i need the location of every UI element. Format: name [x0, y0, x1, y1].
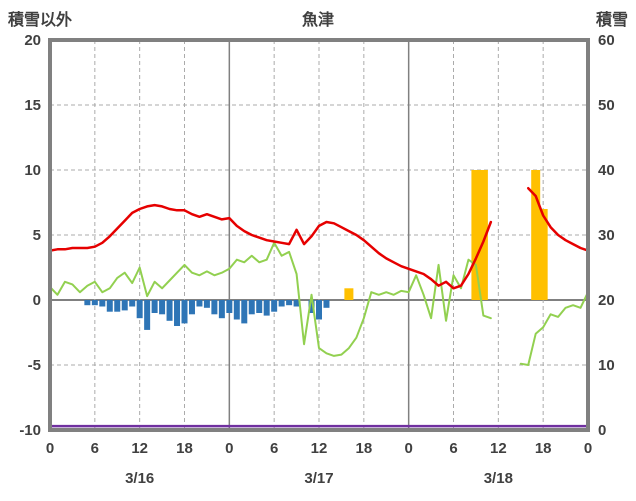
- orange-bars: [478, 170, 488, 300]
- green-line: [519, 291, 589, 366]
- right-tick-label: 50: [598, 97, 615, 114]
- orange-bars: [471, 170, 481, 300]
- blue-bars: [323, 300, 330, 308]
- left-tick-label: 5: [33, 227, 41, 244]
- blue-bars: [308, 300, 315, 313]
- blue-bars: [233, 300, 240, 320]
- right-tick-label: 0: [598, 422, 606, 439]
- blue-bars: [159, 300, 166, 315]
- right-tick-label: 30: [598, 227, 615, 244]
- blue-bars: [84, 300, 91, 306]
- blue-bars: [263, 300, 270, 316]
- red-line: [526, 186, 590, 252]
- x-tick-label: 18: [355, 440, 372, 457]
- x-tick-label: 0: [46, 440, 54, 457]
- blue-bars: [166, 300, 173, 321]
- left-tick-label: 0: [33, 292, 41, 309]
- blue-bars: [278, 300, 285, 307]
- blue-bars: [188, 300, 195, 315]
- plot-frame: [48, 38, 590, 432]
- blue-bars: [129, 300, 136, 307]
- x-tick-label: 0: [225, 440, 233, 457]
- blue-bars: [106, 300, 113, 312]
- blue-bars: [151, 300, 158, 313]
- x-tick-label: 0: [584, 440, 592, 457]
- blue-bars: [99, 300, 106, 307]
- orange-bars: [531, 170, 541, 300]
- x-tick-label: 12: [131, 440, 148, 457]
- right-tick-label: 10: [598, 357, 615, 374]
- blue-bars: [316, 300, 322, 320]
- blue-bars: [211, 300, 218, 315]
- left-tick-label: 15: [24, 97, 41, 114]
- blue-bars: [293, 300, 300, 307]
- blue-bars: [286, 300, 293, 306]
- orange-bars: [344, 288, 354, 300]
- date-label: 3/18: [484, 470, 513, 487]
- chart-title: 魚津: [301, 12, 335, 29]
- blue-bars: [248, 300, 255, 315]
- x-tick-label: 12: [311, 440, 328, 457]
- blue-bars: [196, 300, 203, 307]
- blue-bars: [114, 300, 121, 312]
- x-tick-label: 6: [449, 440, 457, 457]
- blue-bars: [203, 300, 210, 308]
- date-label: 3/16: [125, 470, 154, 487]
- blue-bars: [226, 300, 233, 313]
- x-tick-label: 6: [91, 440, 99, 457]
- x-tick-label: 18: [535, 440, 552, 457]
- right-tick-label: 60: [598, 32, 615, 49]
- x-tick-label: 0: [404, 440, 412, 457]
- right-axis-title: 積雪: [595, 12, 628, 29]
- green-line: [49, 241, 492, 357]
- blue-bars: [136, 300, 143, 319]
- blue-bars: [218, 300, 225, 319]
- blue-bars: [174, 300, 181, 326]
- x-tick-label: 6: [270, 440, 278, 457]
- blue-bars: [121, 300, 128, 311]
- red-line: [48, 203, 493, 290]
- date-label: 3/17: [304, 470, 333, 487]
- x-tick-label: 12: [490, 440, 507, 457]
- left-axis-title: 積雪以外: [8, 12, 73, 29]
- blue-bars: [144, 300, 151, 330]
- blue-bars: [271, 300, 278, 312]
- left-tick-label: 10: [24, 162, 41, 179]
- blue-bars: [181, 300, 188, 324]
- left-tick-label: 20: [24, 32, 41, 49]
- blue-bars: [241, 300, 248, 324]
- left-tick-label: -5: [28, 357, 41, 374]
- right-tick-label: 40: [598, 162, 615, 179]
- x-tick-label: 18: [176, 440, 193, 457]
- left-tick-label: -10: [19, 422, 41, 439]
- blue-bars: [256, 300, 263, 313]
- orange-bars: [538, 209, 548, 300]
- blue-bars: [91, 300, 98, 306]
- right-tick-label: 20: [598, 292, 615, 309]
